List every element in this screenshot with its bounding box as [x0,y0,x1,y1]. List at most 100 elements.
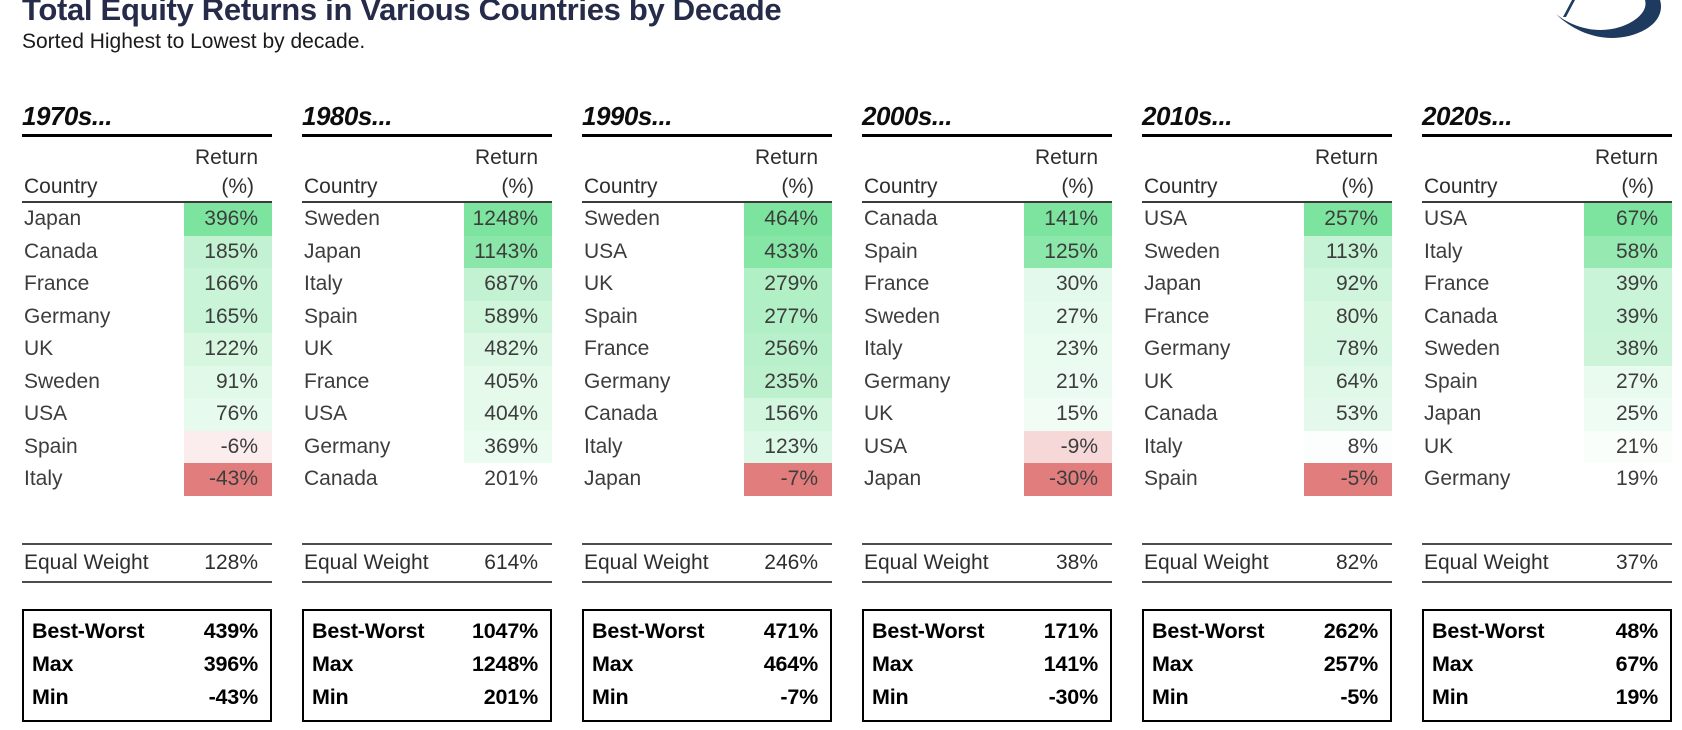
max-label: Max [1152,651,1194,676]
decade-column: 2020s... Return Country (%) USA 67% Italy 5… [1422,101,1672,722]
decade-columns: 1970s... Return Country (%) Japan 396% Can… [22,101,1672,722]
max-row: Max 257% [1152,648,1382,681]
return-value: -30% [1024,463,1112,496]
best-worst-label: Best-Worst [872,618,985,643]
min-row: Min -5% [1152,681,1382,714]
return-header: Return [1314,146,1378,169]
country-rows: Japan 396% Canada 185% France 166% Germany 165%… [22,203,272,496]
country-name: Italy [304,272,343,296]
equal-weight-value: 614% [484,550,538,574]
country-name: Italy [584,434,623,458]
table-row: Italy 123% [582,430,832,463]
return-value: 185% [184,235,272,268]
return-value: 1248% [464,203,552,236]
return-value: 39% [1584,300,1672,333]
table-row: UK 64% [1142,365,1392,398]
return-value: 1143% [464,235,552,268]
country-name: Sweden [1424,337,1500,361]
return-value: -6% [184,430,272,463]
table-row: Italy 23% [862,333,1112,366]
country-name: Germany [864,369,951,393]
country-name: UK [864,402,894,426]
equal-weight-row: Equal Weight 82% [1142,542,1392,583]
best-worst-value: 171% [1043,618,1098,643]
return-header: Return [474,146,538,169]
min-label: Min [1152,684,1189,709]
table-row: Spain 277% [582,300,832,333]
country-name: Spain [864,239,918,263]
decade-title: 1990s... [582,101,832,137]
max-value: 1248% [472,651,538,676]
min-row: Min -43% [32,681,262,714]
best-worst-label: Best-Worst [1432,618,1545,643]
table-row: Spain 27% [1422,365,1672,398]
table-row: Sweden 464% [582,203,832,236]
min-value: 201% [483,684,538,709]
return-value: 27% [1584,365,1672,398]
table-header-row: Country (%) [1142,171,1392,203]
return-value: 64% [1304,365,1392,398]
equal-weight-value: 246% [764,550,818,574]
table-row: Italy 58% [1422,235,1672,268]
return-value: 21% [1024,365,1112,398]
return-value: 201% [464,463,552,496]
min-value: -43% [208,684,259,709]
country-name: USA [1424,207,1468,231]
return-unit-header: (%) [221,175,254,198]
equal-weight-label: Equal Weight [24,550,149,574]
country-name: Canada [304,467,378,491]
table-row: Japan 1143% [302,235,552,268]
return-unit-header: (%) [1621,175,1654,198]
return-header: Return [1594,146,1658,169]
return-value: 279% [744,268,832,301]
table-row: UK 21% [1422,430,1672,463]
country-name: France [864,272,930,296]
return-header: Return [1034,146,1098,169]
equal-weight-value: 37% [1615,550,1658,574]
return-value: -7% [744,463,832,496]
best-worst-label: Best-Worst [592,618,705,643]
page-title: Total Equity Returns in Various Countrie… [22,0,782,27]
equal-weight-value: 128% [204,550,258,574]
equal-weight-row: Equal Weight 614% [302,542,552,583]
return-unit-header: (%) [501,175,534,198]
country-name: UK [584,272,614,296]
return-value: 369% [464,430,552,463]
max-value: 141% [1043,651,1098,676]
country-name: Japan [1424,402,1482,426]
country-rows: Sweden 1248% Japan 1143% Italy 687% Spain 589% U… [302,203,552,496]
country-name: USA [584,239,628,263]
summary-box: Best-Worst 1047% Max 1248% Min 201% [302,608,552,722]
country-name: Sweden [1144,239,1220,263]
table-row: USA -9% [862,430,1112,463]
max-label: Max [1432,651,1474,676]
country-name: Spain [304,304,358,328]
table-row: Canada 39% [1422,300,1672,333]
min-label: Min [592,684,629,709]
decade-column: 1990s... Return Country (%) Sweden 464% US… [582,101,832,722]
return-value: 91% [184,365,272,398]
return-value: -9% [1024,430,1112,463]
table-row: France 256% [582,333,832,366]
return-value: 92% [1304,268,1392,301]
max-value: 396% [203,651,258,676]
return-value: 38% [1584,333,1672,366]
country-name: UK [1424,434,1454,458]
country-header: Country [304,175,378,198]
return-value: 404% [464,398,552,431]
table-row: USA 433% [582,235,832,268]
min-row: Min -7% [592,681,822,714]
table-row: Germany 369% [302,430,552,463]
decade-column: 1980s... Return Country (%) Sweden 1248% J… [302,101,552,722]
max-row: Max 141% [872,648,1102,681]
summary-box: Best-Worst 439% Max 396% Min -43% [22,608,272,722]
country-name: Sweden [584,207,660,231]
country-name: USA [24,402,68,426]
country-name: USA [1144,207,1188,231]
country-header: Country [24,175,98,198]
country-rows: Canada 141% Spain 125% France 30% Sweden 27% Ita… [862,203,1112,496]
max-value: 67% [1615,651,1659,676]
page-header: Total Equity Returns in Various Countrie… [22,0,782,54]
best-worst-row: Best-Worst 171% [872,615,1102,648]
equal-weight-label: Equal Weight [864,550,989,574]
